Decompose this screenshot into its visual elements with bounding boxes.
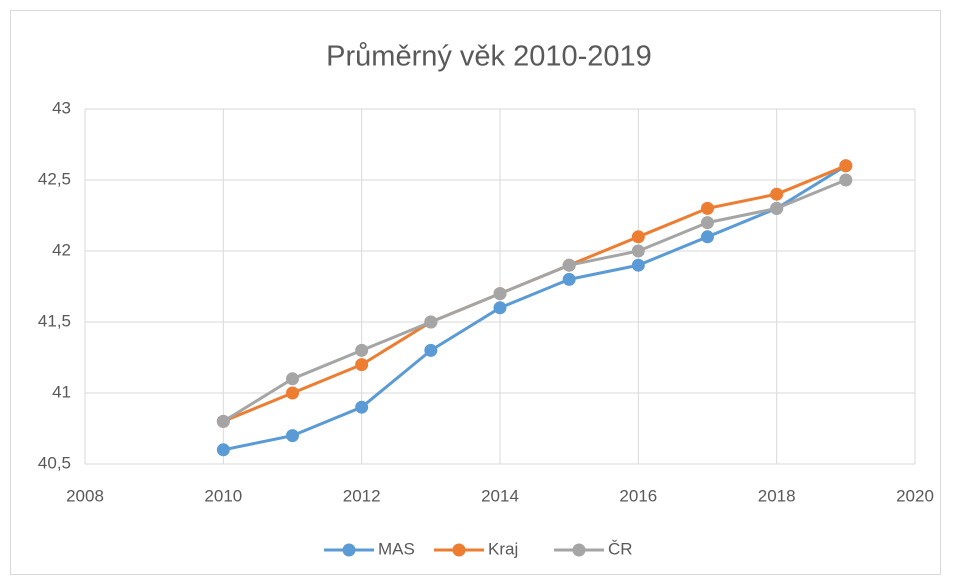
x-tick-label: 2012 (343, 486, 381, 505)
legend-label: Kraj (488, 539, 518, 558)
point (631, 258, 645, 272)
x-tick-label: 2014 (481, 486, 519, 505)
x-tick-label: 2020 (896, 486, 934, 505)
point (424, 343, 438, 357)
point (286, 372, 299, 386)
x-tick-label: 2008 (66, 486, 104, 505)
chart-title: Průměrný věk 2010-2019 (326, 41, 652, 73)
y-tick-label: 42,5 (38, 169, 71, 188)
point (355, 343, 369, 357)
point (701, 201, 714, 215)
chart-border (10, 10, 941, 575)
legend-label: ČR (608, 539, 633, 558)
point (770, 187, 784, 201)
point (701, 216, 714, 230)
series-line (223, 164, 847, 452)
point (424, 315, 438, 329)
point (286, 386, 299, 400)
point (631, 244, 645, 258)
y-tick-label: 40,5 (38, 453, 71, 472)
y-tick-label: 43 (52, 98, 71, 117)
y-tick-label: 41,5 (38, 311, 71, 330)
point (839, 159, 853, 173)
point (701, 230, 714, 244)
series-line (222, 178, 847, 423)
point (286, 429, 299, 443)
y-tick-label: 41 (52, 382, 71, 401)
point (562, 272, 576, 286)
point (355, 400, 369, 414)
x-tick-label: 2010 (204, 486, 242, 505)
legend-marker (342, 543, 356, 557)
point (631, 230, 645, 244)
point (839, 173, 853, 187)
x-tick-label: 2016 (619, 486, 657, 505)
point (770, 201, 784, 215)
legend-marker (572, 543, 586, 557)
point (355, 358, 369, 372)
y-tick-label: 42 (52, 240, 71, 259)
point (216, 414, 230, 428)
point (493, 287, 507, 301)
point (562, 258, 576, 272)
point (216, 443, 230, 457)
legend-label: MAS (378, 539, 415, 558)
x-tick-label: 2018 (758, 486, 796, 505)
legend-marker (452, 543, 466, 557)
point (493, 301, 507, 315)
